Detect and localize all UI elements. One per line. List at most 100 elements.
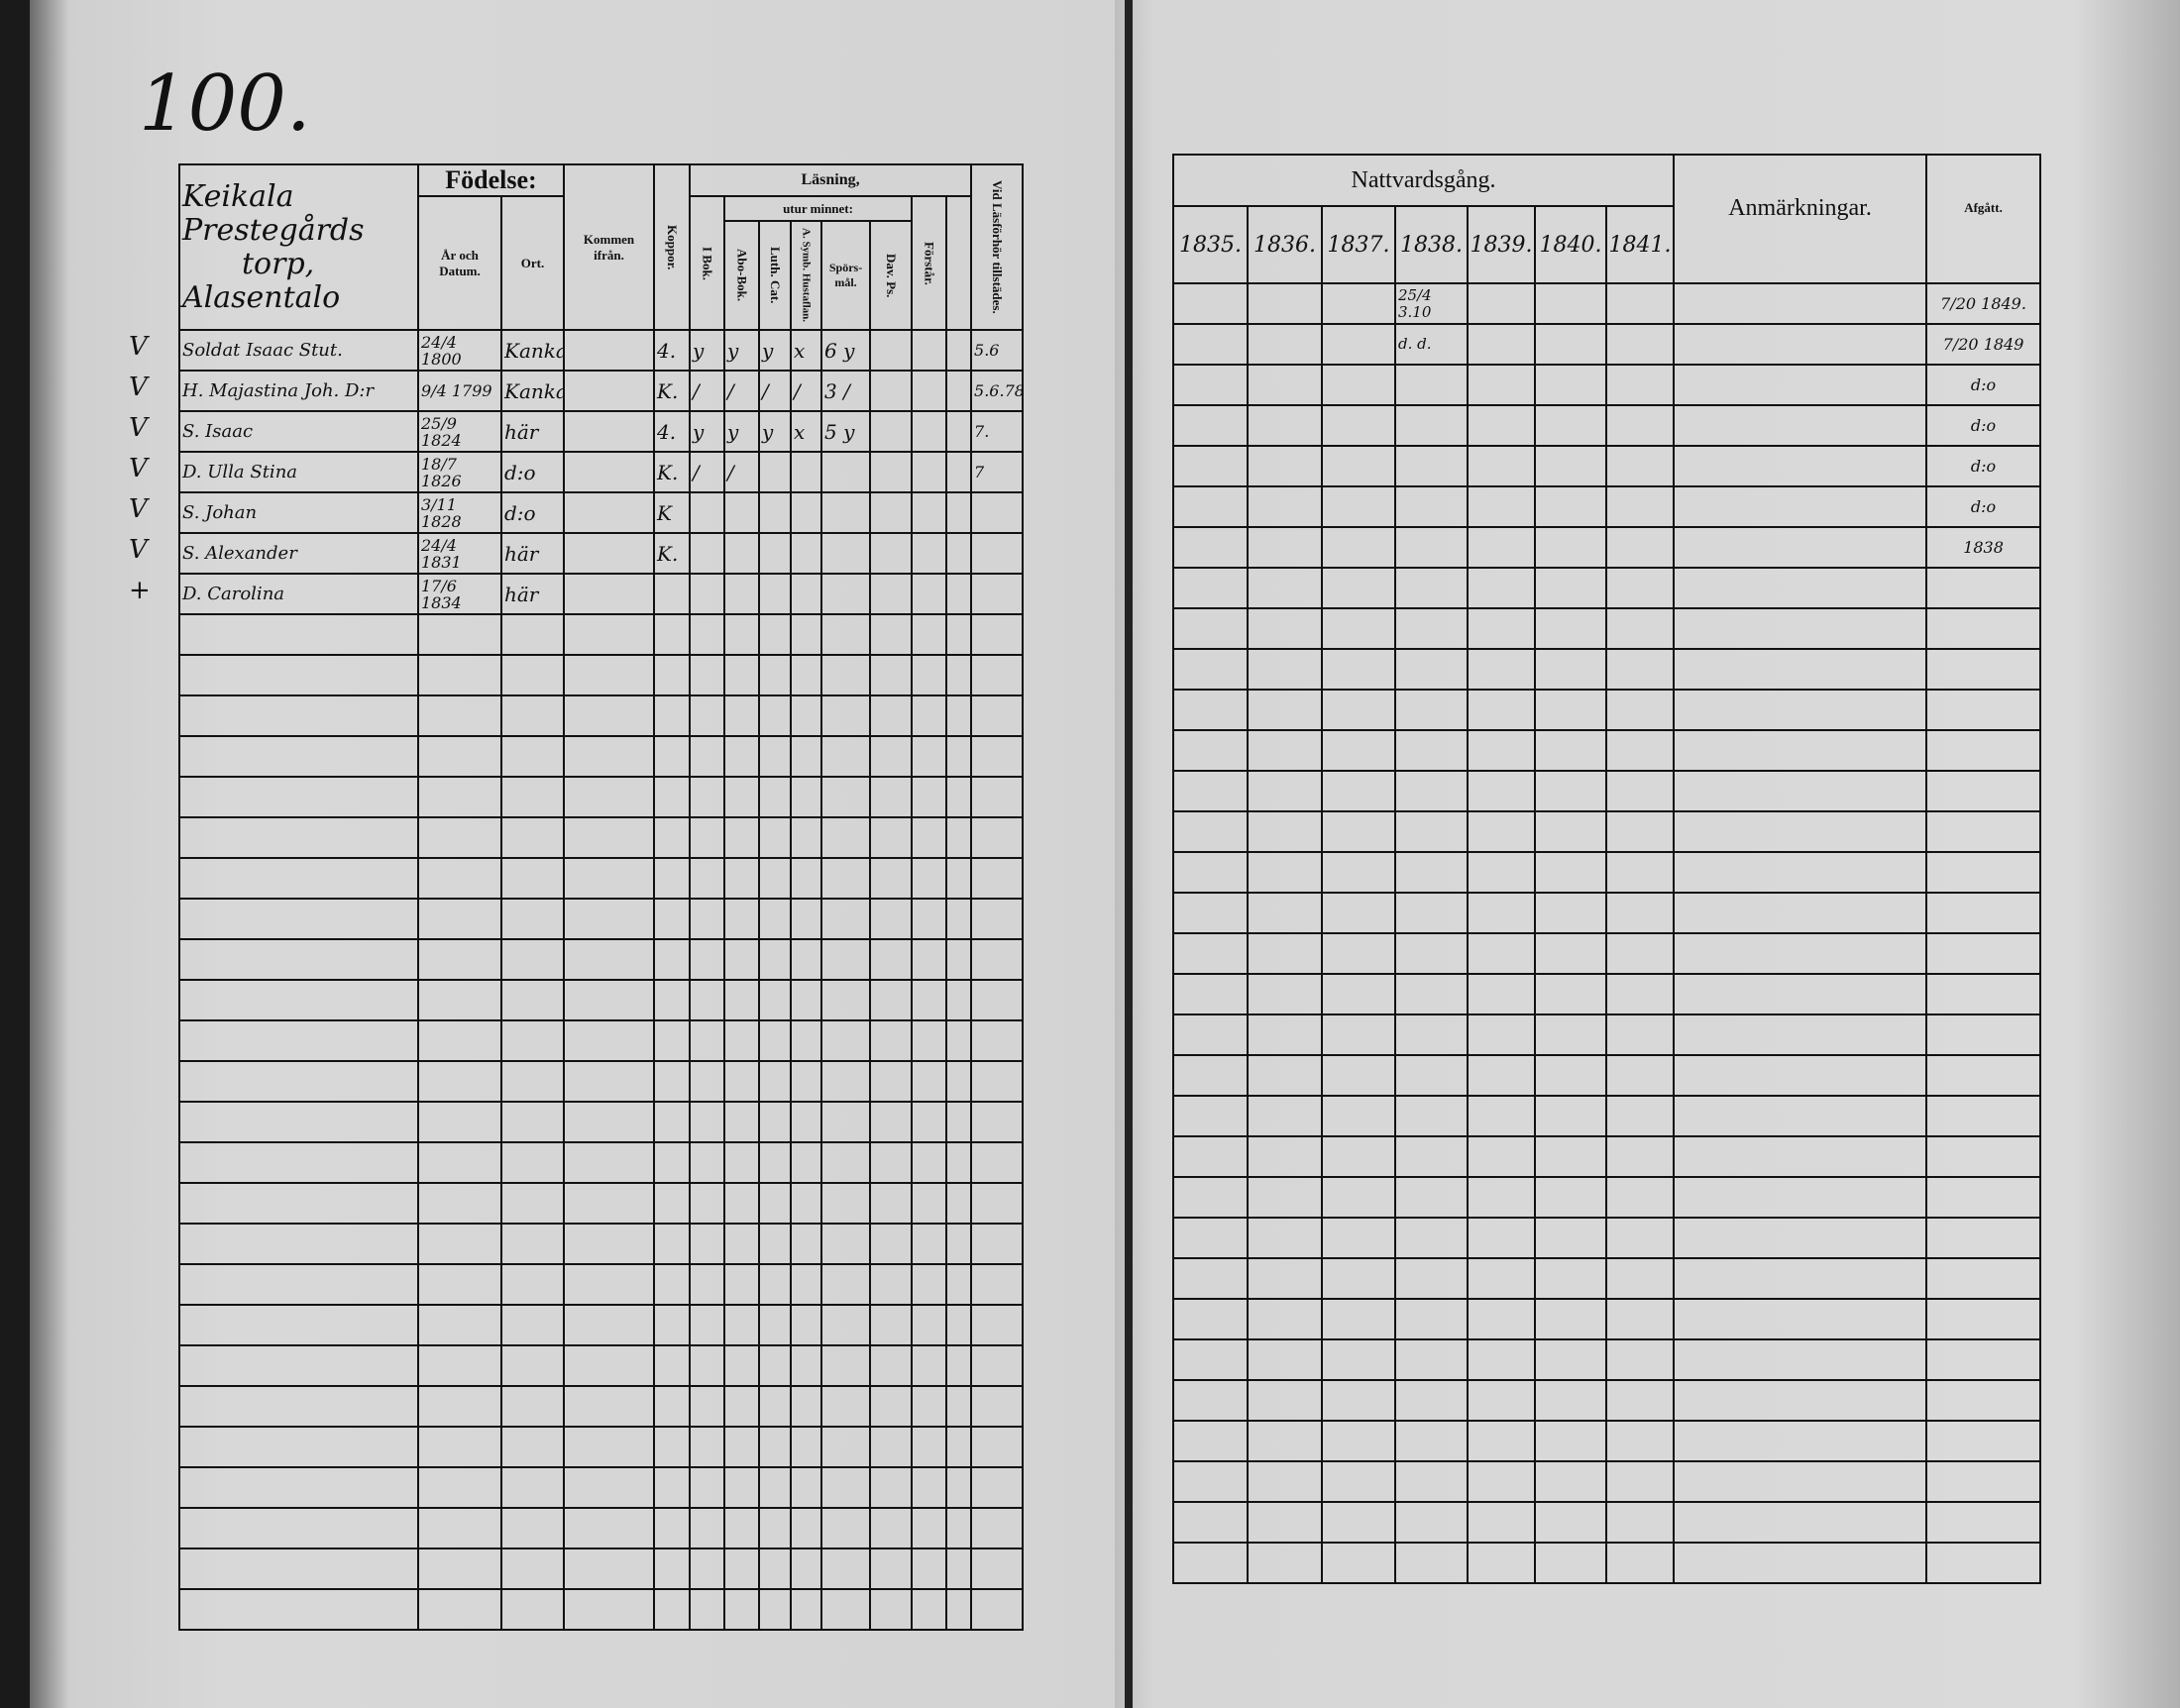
cell-vid bbox=[970, 1223, 1025, 1265]
cell-forstar bbox=[911, 1466, 948, 1509]
cell-abo: / bbox=[723, 370, 761, 412]
cell-year bbox=[1172, 404, 1249, 447]
cell-year bbox=[1534, 729, 1607, 772]
cell-kommen bbox=[563, 1304, 656, 1346]
cell-year bbox=[1604, 1135, 1676, 1178]
cell-abo bbox=[723, 1101, 761, 1143]
cell-anmarkningar bbox=[1673, 364, 1928, 406]
cell-year bbox=[1394, 1542, 1469, 1584]
cell-luth bbox=[758, 573, 793, 615]
cell-year bbox=[1321, 526, 1396, 569]
cell-name bbox=[178, 694, 419, 737]
header-afgatt: Afgått. bbox=[1925, 154, 2042, 284]
cell-name bbox=[178, 654, 419, 696]
cell-year bbox=[1534, 973, 1607, 1015]
cell-ort bbox=[499, 613, 566, 656]
header-dav-text: Dav. Ps. bbox=[884, 253, 900, 298]
cell-blank bbox=[945, 1344, 973, 1387]
cell-sporsmal bbox=[820, 1060, 872, 1103]
cell-anmarkningar bbox=[1673, 607, 1928, 650]
register-row bbox=[178, 1223, 1025, 1265]
cell-year bbox=[1534, 445, 1607, 487]
page-number: 100. bbox=[139, 59, 311, 149]
cell-symb bbox=[790, 1426, 823, 1468]
header-dav-ps: Dav. Ps. bbox=[869, 220, 914, 331]
cell-dav bbox=[869, 1223, 914, 1265]
communion-row: 1838 bbox=[1172, 526, 2042, 569]
cell-abo bbox=[723, 1263, 761, 1306]
communion-row bbox=[1172, 1217, 2042, 1259]
cell-symb bbox=[790, 1182, 823, 1225]
cell-year bbox=[1172, 1379, 1249, 1422]
cell-name bbox=[178, 979, 419, 1021]
cell-year bbox=[1321, 973, 1396, 1015]
cell-blank bbox=[945, 1019, 973, 1062]
header-forstar: Förstår. bbox=[911, 195, 948, 331]
register-row bbox=[178, 1060, 1025, 1103]
cell-year bbox=[1172, 1014, 1249, 1056]
cell-year bbox=[1394, 770, 1469, 812]
cell-koppor: 4. bbox=[653, 410, 692, 453]
cell-anmarkningar bbox=[1673, 973, 1928, 1015]
header-koppor: Koppor. bbox=[653, 163, 692, 331]
cell-vid bbox=[970, 1426, 1025, 1468]
cell-date bbox=[417, 1507, 502, 1549]
cell-name bbox=[178, 938, 419, 981]
header-abo-text: Abo-Bok. bbox=[734, 249, 750, 302]
cell-dav bbox=[869, 1182, 914, 1225]
cell-blank bbox=[945, 816, 973, 859]
cell-year bbox=[1604, 445, 1676, 487]
cell-sporsmal bbox=[820, 1466, 872, 1509]
cell-date bbox=[417, 694, 502, 737]
cell-afgatt bbox=[1925, 648, 2042, 691]
cell-sporsmal bbox=[820, 1141, 872, 1184]
cell-year bbox=[1321, 1217, 1396, 1259]
cell-year bbox=[1394, 607, 1469, 650]
cell-sporsmal bbox=[820, 451, 872, 493]
cell-year bbox=[1247, 485, 1323, 528]
cell-year bbox=[1172, 567, 1249, 609]
cell-dav bbox=[869, 451, 914, 493]
register-row bbox=[178, 694, 1025, 737]
cell-anmarkningar bbox=[1673, 1501, 1928, 1544]
cell-year bbox=[1534, 892, 1607, 934]
cell-luth bbox=[758, 857, 793, 900]
cell-year bbox=[1534, 526, 1607, 569]
cell-year bbox=[1467, 1298, 1536, 1340]
cell-year bbox=[1467, 1135, 1536, 1178]
cell-anmarkningar bbox=[1673, 1420, 1928, 1462]
cell-koppor bbox=[653, 1101, 692, 1143]
cell-sporsmal bbox=[820, 532, 872, 575]
cell-sporsmal bbox=[820, 1019, 872, 1062]
cell-year bbox=[1394, 567, 1469, 609]
cell-date bbox=[417, 1101, 502, 1143]
cell-dav bbox=[869, 1263, 914, 1306]
cell-abo bbox=[723, 1385, 761, 1428]
cell-name bbox=[178, 1263, 419, 1306]
cell-kommen bbox=[563, 857, 656, 900]
cell-dav bbox=[869, 1304, 914, 1346]
cell-year bbox=[1467, 1257, 1536, 1300]
cell-koppor bbox=[653, 613, 692, 656]
cell-year bbox=[1321, 1054, 1396, 1097]
cell-koppor bbox=[653, 1507, 692, 1549]
cell-koppor bbox=[653, 694, 692, 737]
communion-row bbox=[1172, 1257, 2042, 1300]
cell-koppor: K. bbox=[653, 370, 692, 412]
cell-kommen bbox=[563, 1101, 656, 1143]
cell-i_bok bbox=[689, 1263, 726, 1306]
cell-year bbox=[1172, 1257, 1249, 1300]
cell-blank bbox=[945, 857, 973, 900]
cell-ort bbox=[499, 1588, 566, 1631]
cell-abo bbox=[723, 1507, 761, 1549]
cell-sporsmal bbox=[820, 898, 872, 940]
cell-kommen bbox=[563, 1060, 656, 1103]
cell-year bbox=[1321, 689, 1396, 731]
cell-forstar bbox=[911, 491, 948, 534]
cell-year bbox=[1321, 445, 1396, 487]
cell-year bbox=[1467, 932, 1536, 975]
cell-ort: här bbox=[499, 410, 566, 453]
cell-i_bok bbox=[689, 1223, 726, 1265]
cell-year bbox=[1534, 932, 1607, 975]
cell-vid: 7. bbox=[970, 410, 1025, 453]
